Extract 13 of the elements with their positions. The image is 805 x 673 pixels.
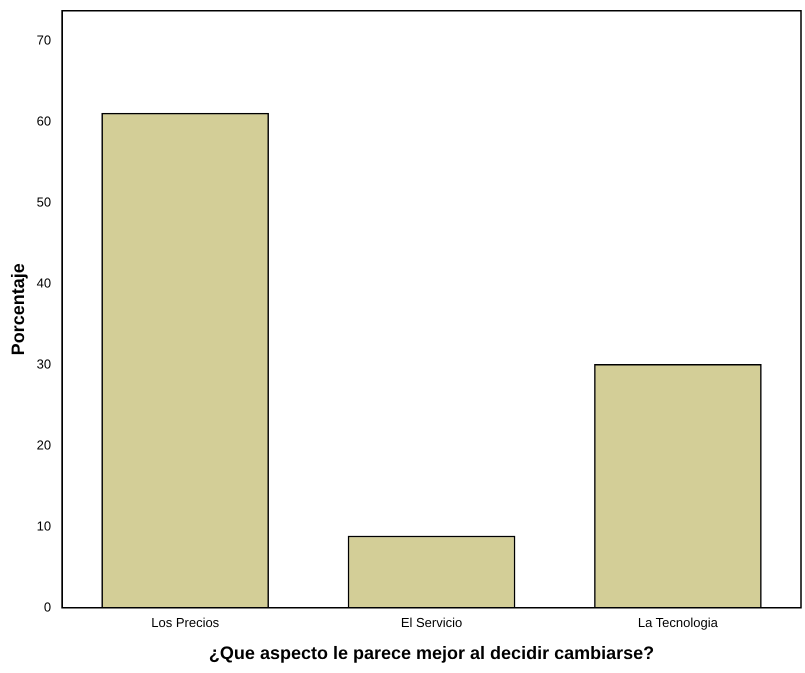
y-tick-label: 20 — [36, 437, 52, 452]
y-tick-label: 70 — [36, 32, 52, 48]
x-axis-title: ¿Que aspecto le parece mejor al decidir cambiarse? — [208, 643, 654, 664]
x-tick-label: La Tecnologia — [638, 615, 719, 630]
x-tick-label: Los Precios — [151, 615, 220, 630]
x-tick-label: El Servicio — [400, 615, 462, 630]
y-tick-label: 10 — [36, 518, 52, 534]
y-tick-label: 0 — [44, 599, 52, 614]
y-tick-label: 60 — [36, 113, 52, 128]
y-tick-label: 30 — [36, 356, 52, 372]
y-tick-label: 40 — [36, 275, 52, 290]
y-axis-title: Porcentaje — [8, 263, 28, 356]
y-tick-label: 50 — [36, 194, 52, 210]
